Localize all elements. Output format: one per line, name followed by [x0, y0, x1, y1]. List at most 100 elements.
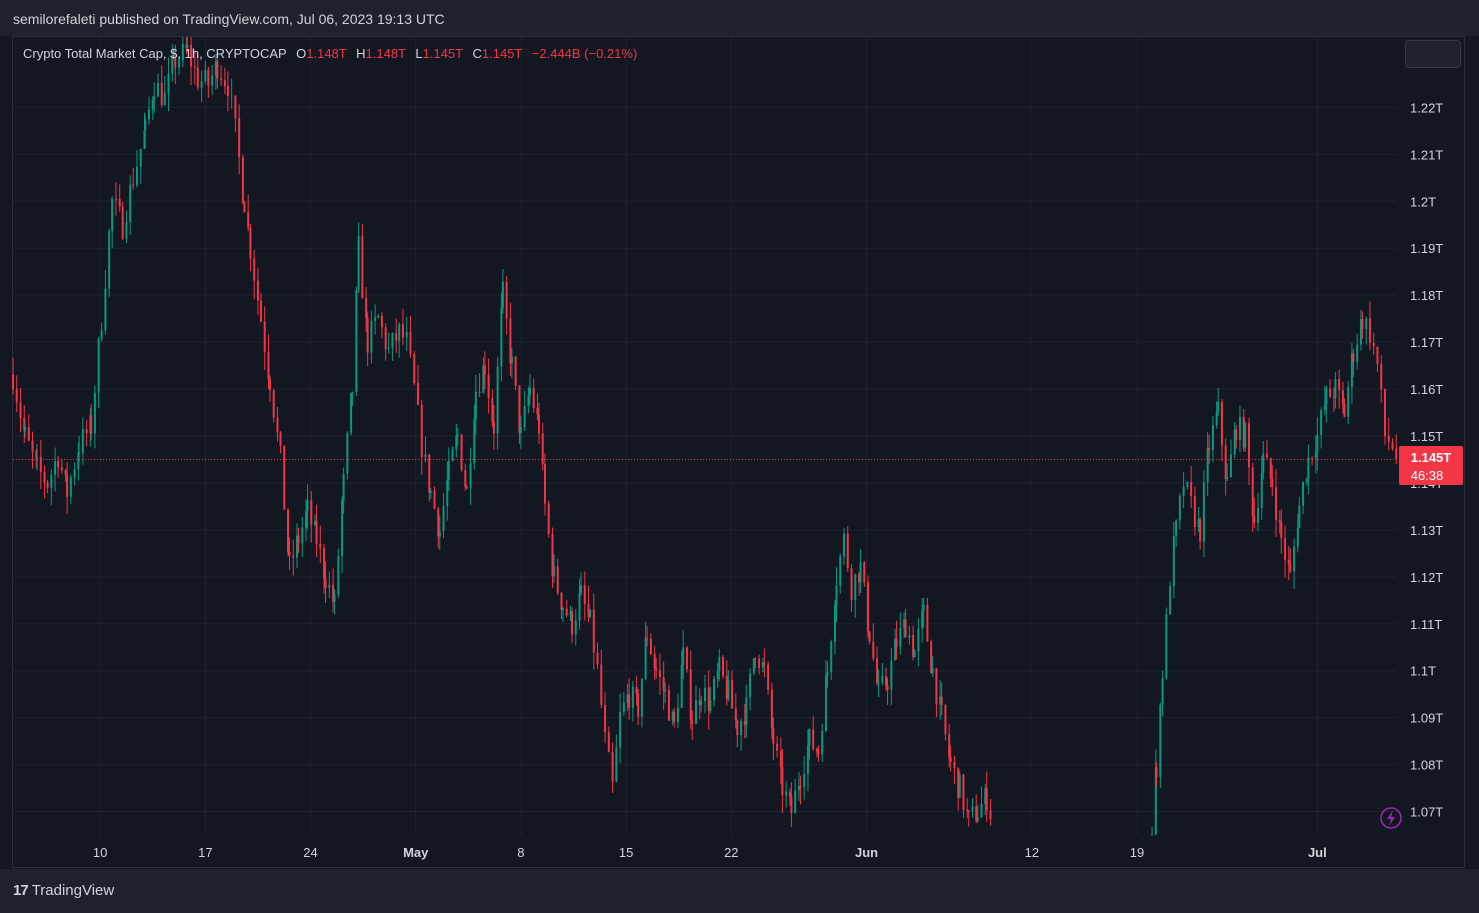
candle-body: [256, 280, 259, 301]
candle-body: [306, 500, 309, 512]
candle-body: [1169, 586, 1172, 615]
candle-body: [698, 700, 701, 706]
candle-body: [220, 78, 223, 81]
candle-body: [144, 119, 147, 130]
candle-body: [332, 584, 335, 602]
candle-body: [523, 406, 526, 428]
candle-body: [904, 619, 907, 638]
candle-body: [315, 521, 318, 544]
candle-body: [1155, 767, 1158, 778]
y-tick-label: 1.21T: [1410, 147, 1443, 162]
candle-body: [527, 395, 530, 407]
candle-body: [160, 82, 163, 105]
candle-body: [365, 298, 368, 318]
candle-body: [346, 433, 349, 474]
candle-body: [279, 432, 282, 446]
tradingview-logo[interactable]: 17 TradingView: [13, 882, 114, 899]
candle-body: [433, 490, 436, 509]
candle-body: [1271, 478, 1274, 488]
candle-body: [806, 745, 809, 775]
x-tick-label: 15: [619, 845, 633, 860]
candle-body: [885, 675, 888, 686]
candle-body: [398, 324, 401, 341]
candle-body: [310, 500, 313, 525]
candle-body: [1293, 546, 1296, 572]
chart-frame[interactable]: [12, 36, 1465, 868]
x-tick-label: 19: [1130, 845, 1144, 860]
legend-high-label: H: [356, 46, 366, 61]
candle-body: [571, 611, 574, 635]
candle-body: [556, 566, 559, 593]
candle-body: [357, 235, 360, 290]
candle-body: [1275, 487, 1278, 521]
x-tick-label: Jun: [855, 845, 878, 860]
candle-body: [196, 67, 199, 88]
candle-body: [1151, 834, 1154, 836]
candle-body: [561, 608, 564, 611]
candle-body: [767, 664, 770, 690]
candle-body: [247, 212, 250, 228]
candle-body: [935, 668, 938, 705]
candle-body: [15, 389, 18, 403]
candle-body: [867, 582, 870, 632]
candle-body: [401, 324, 404, 338]
candle-body: [1215, 412, 1218, 426]
candle-body: [510, 356, 513, 364]
candle-body: [536, 407, 539, 415]
candle-body: [830, 641, 833, 673]
candle-body: [948, 733, 951, 758]
candle-body: [147, 109, 150, 120]
candle-body: [1338, 378, 1341, 391]
candle-body: [912, 635, 915, 657]
candle-body: [370, 320, 373, 353]
candle-body: [1343, 403, 1346, 417]
candle-body: [487, 374, 490, 399]
candle-body: [24, 427, 27, 431]
candle-body: [1323, 404, 1326, 411]
time-axis[interactable]: 10 17 24 May 8 15 22 Jun 12 19 Jul: [93, 845, 1327, 860]
candle-body: [474, 391, 477, 420]
candle-body: [817, 751, 820, 755]
candle-body: [850, 568, 853, 601]
candle-body: [859, 562, 862, 583]
chart-legend: Crypto Total Market Cap, $, 1h, CRYPTOCA…: [23, 46, 637, 61]
candle-body: [578, 593, 581, 621]
candle-body: [413, 354, 416, 383]
candle-body: [405, 331, 408, 338]
candle-body: [135, 166, 138, 186]
candle-body: [387, 347, 390, 350]
candle-body: [491, 398, 494, 422]
candle-body: [743, 721, 746, 725]
candle-body: [640, 678, 643, 717]
candle-body: [691, 720, 694, 724]
candle-body: [249, 227, 252, 259]
candle-body: [664, 689, 667, 692]
chart-settings-button[interactable]: [1405, 40, 1461, 68]
candle-body: [779, 750, 782, 767]
candle-body: [464, 470, 467, 488]
candle-body: [1284, 538, 1287, 560]
candle-body: [899, 628, 902, 647]
candle-body: [930, 641, 933, 674]
legend-close-value: 1.145T: [481, 46, 523, 61]
lightning-icon[interactable]: [1380, 807, 1402, 829]
y-tick-label: 1.16T: [1410, 382, 1443, 397]
candle-body: [745, 697, 748, 725]
candle-body: [267, 351, 270, 380]
candle-body: [333, 594, 336, 602]
candle-body: [1262, 453, 1265, 474]
candle-body: [749, 673, 752, 698]
candle-body: [528, 387, 531, 396]
candle-body: [73, 469, 76, 478]
candle-body: [913, 651, 916, 657]
price-axis[interactable]: 1.22T 1.21T 1.2T 1.19T 1.18T 1.17T 1.16T 1.15T 1…: [1410, 100, 1443, 819]
candle-body: [587, 603, 590, 617]
candle-body: [846, 533, 849, 569]
candle-body: [646, 637, 649, 639]
candle-body: [611, 751, 614, 782]
candle-body: [186, 44, 189, 49]
candle-body: [1235, 429, 1238, 441]
candle-body: [1347, 387, 1350, 417]
candle-body: [438, 530, 441, 537]
